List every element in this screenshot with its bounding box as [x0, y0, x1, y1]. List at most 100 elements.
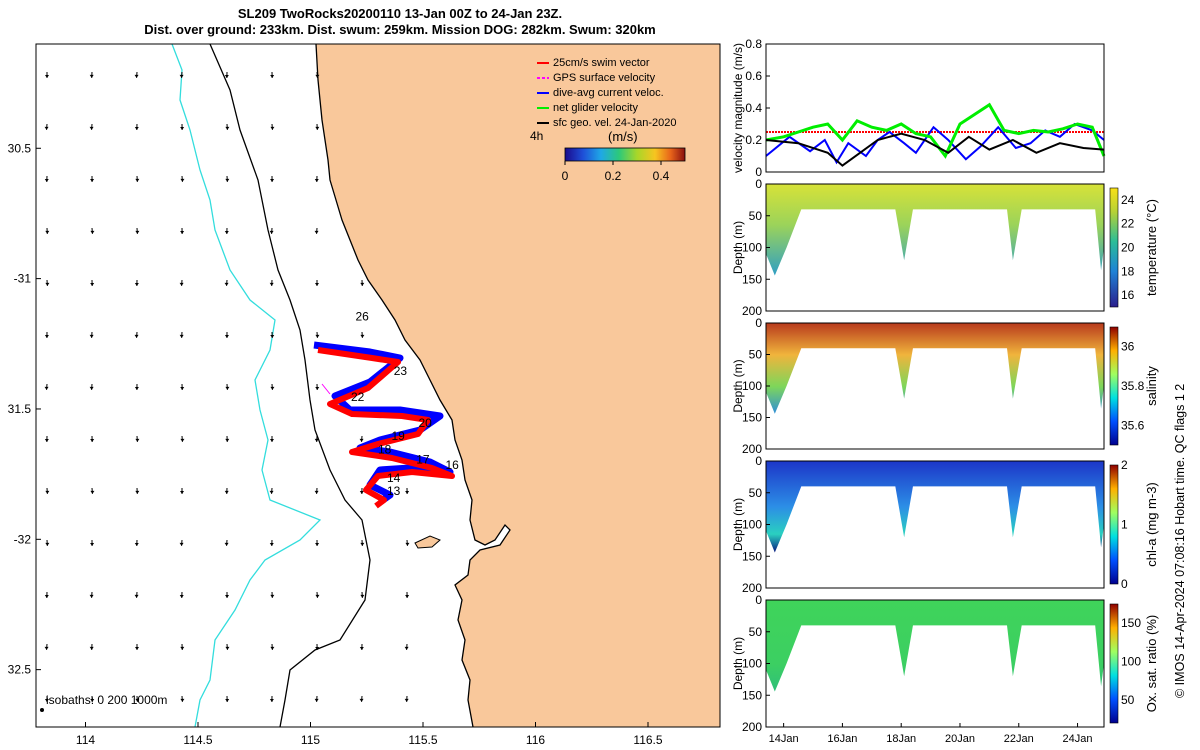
velocity-arrow — [179, 279, 184, 286]
y-tick-label: 0.8 — [745, 37, 762, 51]
map-legend: 25cm/s swim vector GPS surface velocity … — [530, 57, 686, 183]
y-tick-label: 0 — [755, 593, 762, 607]
colorbar-label: salinity — [1144, 366, 1159, 406]
y-tick-label: 150 — [742, 549, 762, 563]
velocity-arrow — [135, 487, 140, 494]
velocity-arrow — [89, 123, 94, 130]
colorbar-tick-label: 20 — [1121, 241, 1135, 255]
colorbar-tick-label: 35.8 — [1121, 379, 1145, 393]
velocity-arrow — [45, 227, 50, 234]
velocity-arrow — [314, 227, 319, 234]
velocity-arrow — [45, 539, 50, 546]
colorbar-tick-label: 0.2 — [605, 169, 622, 183]
velocity-arrow — [315, 383, 320, 390]
map-y-tick-label: 31.5 — [8, 402, 32, 416]
map-y-tick-label: -31 — [14, 272, 32, 286]
velocity-arrow — [269, 279, 274, 286]
y-axis-label: Depth (m) — [731, 359, 745, 412]
velocity-arrow — [90, 175, 95, 183]
y-tick-label: 50 — [749, 625, 763, 639]
velocity-arrow — [134, 123, 139, 130]
colorbar-tick-label: 1 — [1121, 518, 1128, 532]
velocity-arrow — [45, 487, 50, 494]
velocity-arrow — [224, 539, 229, 546]
y-tick-label: 100 — [742, 241, 762, 255]
coastline-0m — [315, 43, 511, 728]
velocity-arrow — [360, 539, 365, 546]
title-line-1: SL209 TwoRocks20200110 13-Jan 00Z to 24-… — [237, 6, 563, 21]
legend-item-dive: dive-avg current veloc. — [537, 87, 664, 99]
velocity-arrow — [134, 71, 139, 78]
velocity-arrow — [90, 695, 95, 702]
velocity-arrow — [134, 331, 139, 338]
velocity-arrow — [359, 695, 364, 702]
velocity-arrow — [405, 539, 410, 546]
velocity-arrow — [225, 643, 230, 650]
velocity-arrow — [89, 331, 94, 338]
velocity-arrow — [404, 695, 409, 702]
y-axis-label: Depth (m) — [731, 498, 745, 551]
day-label: 17 — [416, 453, 430, 467]
velocity-arrow — [270, 331, 275, 338]
colorbar-tick-label: 24 — [1121, 193, 1135, 207]
colorbar-tick-label: 18 — [1121, 264, 1135, 278]
island — [414, 535, 441, 549]
velocity-arrow-field — [44, 71, 410, 703]
isobaths-label: isobaths: 0 200 1000m — [46, 693, 167, 707]
velocity-arrow — [135, 695, 140, 702]
y-tick-label: 0 — [755, 454, 762, 468]
velocity-arrow — [180, 227, 185, 234]
velocity-arrow — [270, 383, 275, 390]
colorbar-label: chl-a (mg m-3) — [1144, 482, 1159, 567]
velocity-arrow — [225, 591, 230, 599]
velocity-arrow — [134, 383, 139, 390]
y-tick-label: 200 — [742, 304, 762, 318]
track-red-swim — [317, 347, 455, 509]
profile-curtain — [766, 461, 1104, 553]
velocity-arrow — [359, 435, 364, 442]
track-gps-surface — [321, 383, 331, 395]
y-tick-label: 100 — [742, 657, 762, 671]
colorbar-label: temperature (°C) — [1144, 199, 1159, 296]
velocity-arrow — [314, 175, 319, 182]
time-tick-label: 14Jan — [769, 733, 799, 745]
legend-label: 25cm/s swim vector — [553, 57, 650, 69]
velocity-arrow — [225, 175, 230, 182]
y-tick-label: 150 — [742, 272, 762, 286]
velocity-arrow — [134, 591, 139, 598]
isobath-1000m — [171, 43, 322, 728]
velocity-arrow — [44, 435, 49, 442]
colorbar-tick-label: 150 — [1121, 616, 1141, 630]
velocity-arrow — [269, 487, 274, 494]
velocity-arrow — [180, 175, 185, 182]
map-y-tick-label: 32.5 — [8, 663, 32, 677]
velocity-arrow — [180, 487, 185, 495]
y-tick-label: 150 — [742, 688, 762, 702]
y-tick-label: 50 — [749, 348, 763, 362]
legend-item-gps: GPS surface velocity — [537, 72, 656, 84]
profile-curtain — [766, 184, 1104, 276]
y-tick-label: 0.2 — [745, 133, 762, 147]
colorbar-tick-label: 100 — [1121, 655, 1141, 669]
time-tick-label: 18Jan — [886, 733, 916, 745]
velocity-arrow — [134, 279, 139, 286]
velocity-arrow — [90, 227, 95, 234]
velocity-arrow — [180, 435, 185, 442]
time-tick-label: 16Jan — [827, 733, 857, 745]
day-label: 26 — [356, 309, 370, 323]
copyright-note: © IMOS 14-Apr-2024 07:08:16 Hobart time.… — [1173, 384, 1187, 698]
velocity-arrow — [224, 227, 229, 234]
time-tick-label: 22Jan — [1004, 733, 1034, 745]
profile-colorbar — [1109, 603, 1119, 724]
colorbar-tick-label: 0.4 — [653, 169, 670, 183]
velocity-arrow — [315, 331, 320, 338]
map-x-tick-label: 114.5 — [183, 733, 212, 747]
profile-curtain — [766, 600, 1104, 692]
map-x-tick-label: 116.5 — [633, 733, 662, 747]
legend-label: dive-avg current veloc. — [553, 87, 664, 99]
isobath-marker — [40, 708, 44, 712]
legend-label: sfc geo. vel. 24-Jan-2020 — [553, 117, 677, 129]
velocity-arrow — [180, 643, 185, 650]
